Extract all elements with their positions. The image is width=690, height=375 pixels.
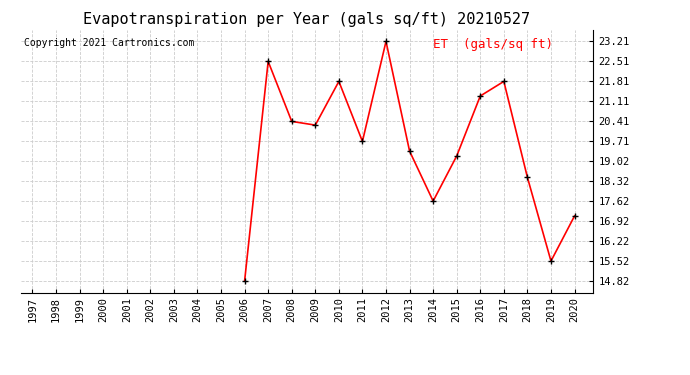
Text: ET  (gals/sq ft): ET (gals/sq ft) <box>433 38 553 51</box>
Title: Evapotranspiration per Year (gals sq/ft) 20210527: Evapotranspiration per Year (gals sq/ft)… <box>83 12 531 27</box>
Text: Copyright 2021 Cartronics.com: Copyright 2021 Cartronics.com <box>23 38 194 48</box>
